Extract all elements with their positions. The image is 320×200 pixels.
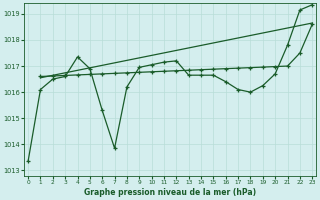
X-axis label: Graphe pression niveau de la mer (hPa): Graphe pression niveau de la mer (hPa) <box>84 188 256 197</box>
